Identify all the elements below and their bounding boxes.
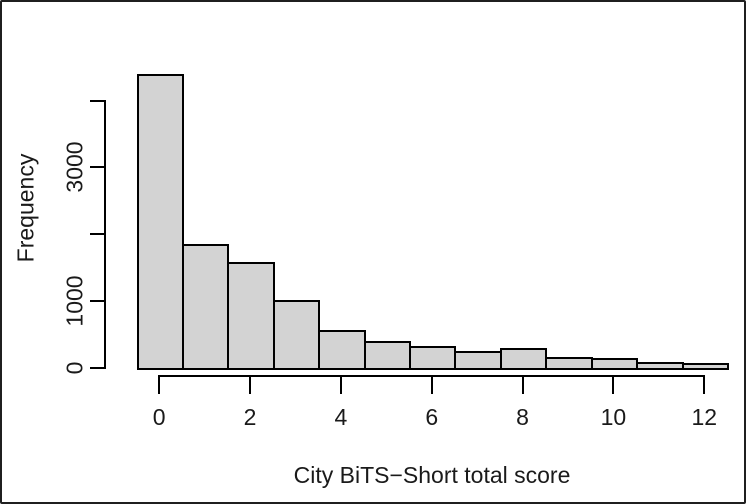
x-axis-tick <box>339 375 342 394</box>
y-axis-line <box>104 99 106 369</box>
y-axis-tick-label: 3000 <box>61 141 88 194</box>
histogram-bar-score-4 <box>318 329 366 370</box>
histogram-bar-score-9 <box>545 357 593 370</box>
histogram-bar-score-8 <box>499 347 548 370</box>
histogram-bar-score-0 <box>136 73 184 370</box>
histogram-bar-score-6 <box>409 345 457 370</box>
x-axis-tick-label: 6 <box>425 404 439 430</box>
x-axis-tick-label: 12 <box>691 404 718 430</box>
histogram-bar-score-11 <box>636 361 684 370</box>
x-axis-tick <box>158 375 161 394</box>
y-axis-tick <box>90 166 104 169</box>
y-axis-tick <box>90 99 104 102</box>
x-axis-tick <box>249 375 252 394</box>
x-axis-tick <box>430 375 433 394</box>
x-axis-tick-label: 2 <box>243 404 257 430</box>
histogram-bar-score-10 <box>590 358 639 370</box>
x-axis-tick-label: 4 <box>334 404 348 430</box>
y-axis-tick <box>90 300 104 303</box>
x-axis-tick <box>612 375 615 394</box>
x-axis-tick <box>703 375 706 394</box>
x-axis-tick-label: 8 <box>516 404 529 430</box>
histogram-bar-score-5 <box>363 340 411 370</box>
histogram-bar-score-12 <box>681 362 729 370</box>
y-axis-tick-label: 1000 <box>61 275 88 327</box>
y-axis-tick <box>90 367 104 369</box>
histogram-bar-score-7 <box>454 350 502 370</box>
histogram-bar-score-3 <box>272 299 321 370</box>
x-axis-label: City BiTS−Short total score <box>293 462 571 488</box>
histogram-bar-score-1 <box>181 243 230 370</box>
x-axis-tick-label: 10 <box>600 404 627 430</box>
histogram-bar-score-2 <box>227 261 275 370</box>
y-axis-tick <box>90 233 104 236</box>
x-axis-tick <box>521 375 524 394</box>
x-axis-tick-label: 0 <box>152 404 166 430</box>
y-axis-tick-label: 0 <box>61 361 88 375</box>
y-axis-label: Frequency <box>12 153 39 263</box>
